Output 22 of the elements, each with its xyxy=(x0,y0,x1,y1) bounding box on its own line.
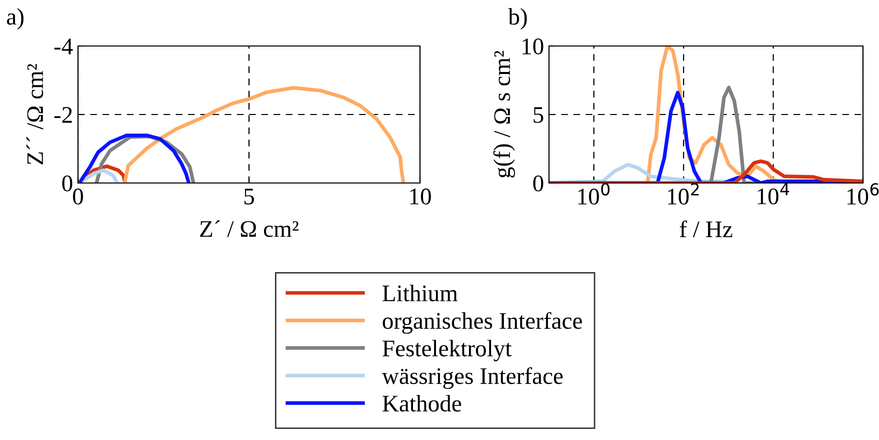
legend-label: wässriges Interface xyxy=(382,367,563,389)
x-tick-label: 5 xyxy=(244,188,254,204)
x-tick-label: 10$^{6}$ xyxy=(847,183,879,205)
x-tick-label: 10$^{0}$ xyxy=(578,183,610,205)
x-tick-label: 0 xyxy=(72,188,84,204)
y-axis-title: Z´´ /Ω cm² xyxy=(26,64,44,164)
x-tick-label: 10$^{4}$ xyxy=(758,183,790,204)
y-axis-title: g(f) / Ω s cm² xyxy=(493,50,515,178)
chart-title: b) xyxy=(508,8,527,30)
x-axis-title: Z´ / Ω cm² xyxy=(200,220,298,237)
legend-label: Kathode xyxy=(382,394,462,412)
legend-label: Festelektrolyt xyxy=(382,340,512,362)
y-tick-label: 5 xyxy=(534,107,544,123)
legend-label: Lithium xyxy=(382,284,458,302)
chart-title: a) xyxy=(7,8,24,30)
x-tick-label: 10 xyxy=(410,188,431,204)
x-axis-title: f / Hz xyxy=(680,220,732,238)
x-tick-label: 10$^{2}$ xyxy=(668,183,699,205)
y-tick-label: 10 xyxy=(522,38,544,54)
legend-label: organisches Interface xyxy=(382,312,582,334)
y-tick-label: -4 xyxy=(54,38,73,54)
y-tick-label: -2 xyxy=(54,107,72,123)
